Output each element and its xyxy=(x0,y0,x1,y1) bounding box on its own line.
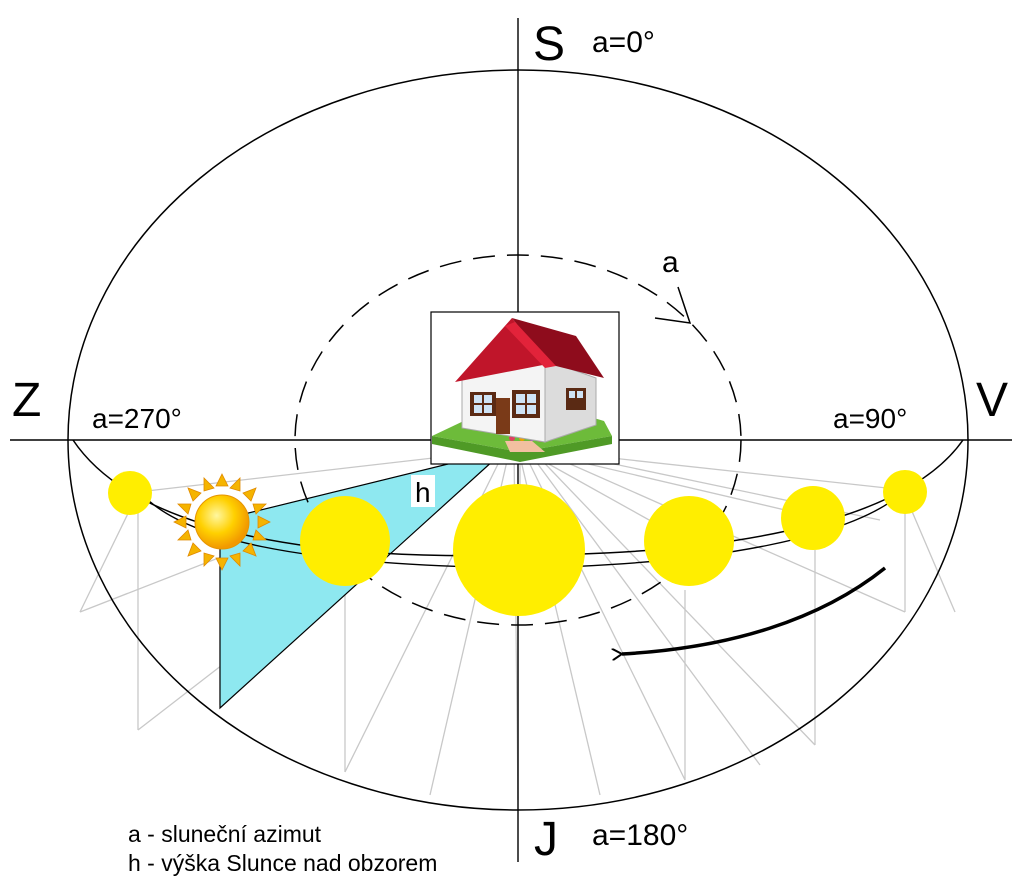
azimuth-arrow-icon xyxy=(654,286,692,324)
altitude-angle-label: h xyxy=(415,477,431,508)
azimuth-angle-label: a xyxy=(662,246,679,279)
sun-icon xyxy=(173,473,271,571)
legend-azimuth: a - sluneční azimut xyxy=(128,821,322,847)
sun-position-6 xyxy=(781,486,845,550)
legend: a - sluneční azimut h - výška Slunce nad… xyxy=(128,820,437,878)
compass-west: Z xyxy=(12,374,41,427)
sun-position-4 xyxy=(453,484,585,616)
legend-altitude: h - výška Slunce nad obzorem xyxy=(128,850,438,876)
azimuth-label-south: a=180° xyxy=(592,819,688,852)
azimuth-label-west: a=270° xyxy=(92,403,182,434)
compass-east: V xyxy=(976,374,1008,427)
sun-position-1 xyxy=(108,471,152,515)
altitude-label-box xyxy=(411,475,435,507)
sun-position-5 xyxy=(644,496,734,586)
azimuth-label-east: a=90° xyxy=(833,403,907,434)
sun-position-7 xyxy=(883,470,927,514)
azimuth-label-north: a=0° xyxy=(592,26,655,59)
sun-positions xyxy=(108,470,927,616)
direction-arrow-icon xyxy=(622,566,887,654)
sun-position-3 xyxy=(300,496,390,586)
compass-south: J xyxy=(534,813,558,866)
house-icon xyxy=(430,311,620,465)
compass-north: S xyxy=(533,18,565,71)
